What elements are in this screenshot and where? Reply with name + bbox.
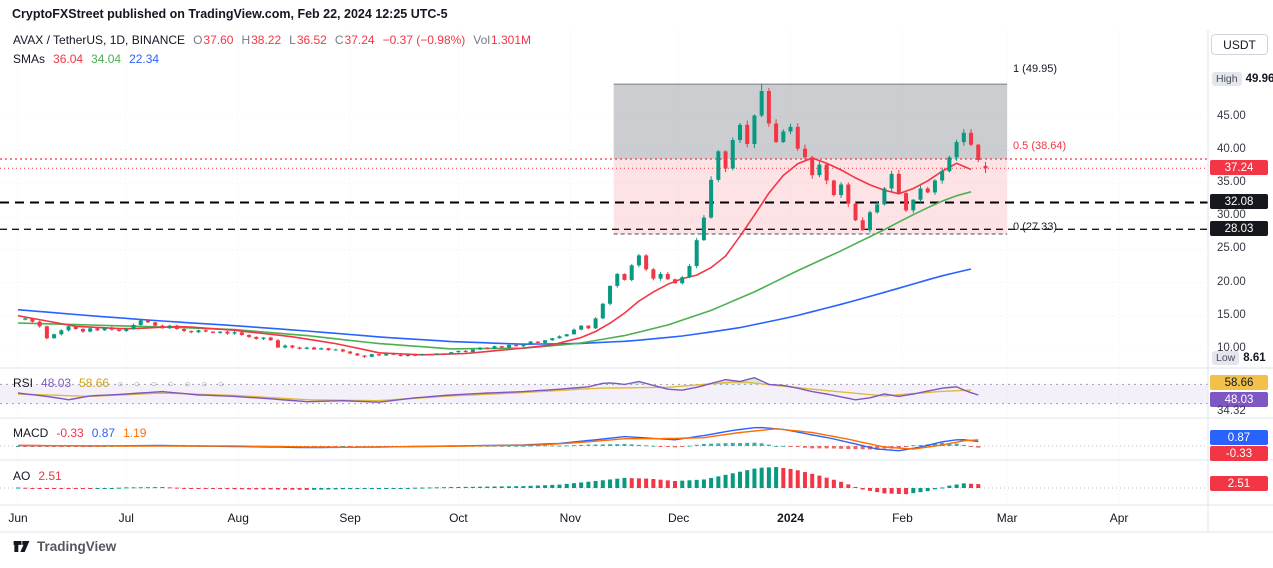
ohlc-open: O 37.60: [193, 33, 233, 47]
low-price-value: 8.61: [1243, 352, 1266, 364]
sma-fast-value: 36.04: [53, 52, 84, 66]
sma-mid-value: 34.04: [91, 52, 122, 66]
macd-legend[interactable]: MACD -0.33 0.87 1.19: [13, 426, 146, 440]
high-price-value: 49.96: [1245, 73, 1273, 85]
current-price-badge: 37.24: [1210, 160, 1268, 175]
close-label: C: [334, 33, 344, 47]
sma-legend[interactable]: SMAs 36.04 34.04 22.34: [13, 52, 159, 66]
rsi-value: 48.03: [41, 376, 72, 390]
macd-label: MACD: [13, 426, 49, 440]
time-axis-label: Dec: [667, 511, 690, 525]
price-tick-label: 45.00: [1217, 109, 1246, 122]
time-axis-label: Nov: [559, 511, 581, 525]
high-price-row: High 49.96: [1212, 72, 1273, 86]
open-label: O: [193, 33, 203, 47]
symbol-title[interactable]: AVAX / TetherUS, 1D, BINANCE: [13, 33, 186, 47]
ohlc-close: C 37.24: [335, 33, 375, 47]
high-value: 38.22: [251, 33, 282, 47]
ao-label: AO: [13, 469, 31, 483]
time-axis-label: Mar: [996, 511, 1018, 525]
support-level-badge: 28.03: [1210, 221, 1268, 236]
ao-value: 2.51: [38, 469, 62, 483]
low-label: L: [289, 33, 296, 47]
time-axis-label: Sep: [339, 511, 361, 525]
macd-hist-badge: -0.33: [1210, 446, 1268, 461]
volume-value: 1.301M: [490, 33, 532, 47]
macd-line-value: 0.87: [91, 426, 116, 440]
rsi-label: RSI: [13, 376, 34, 390]
rsi-ma-badge: 58.66: [1210, 375, 1268, 390]
time-axis-label: Oct: [449, 511, 468, 525]
fib-level-0-label[interactable]: 0 (27.33): [1013, 221, 1058, 233]
low-price-row: Low 8.61: [1212, 351, 1266, 365]
ao-legend[interactable]: AO 2.51: [13, 469, 62, 483]
time-axis[interactable]: Jun Jul Aug Sep Oct Nov Dec 2024 Feb Mar Apr: [0, 505, 1208, 532]
currency-button[interactable]: USDT: [1211, 34, 1268, 55]
sma-slow-value: 22.34: [129, 52, 160, 66]
ao-value-badge: 2.51: [1210, 476, 1268, 491]
price-tick-label: 35.00: [1217, 176, 1246, 189]
resistance-level-badge: 32.08: [1210, 194, 1268, 209]
price-tick-label: 10.00: [1217, 341, 1246, 354]
volume: Vol 1.301M: [473, 33, 531, 47]
time-axis-label: Jun: [8, 511, 28, 525]
high-label: H: [241, 33, 251, 47]
volume-label: Vol: [473, 33, 490, 47]
sma-label: SMAs: [13, 52, 46, 66]
time-axis-label: 2024: [777, 511, 804, 525]
symbol-legend[interactable]: AVAX / TetherUS, 1D, BINANCE O 37.60 H 38.…: [13, 33, 531, 47]
time-axis-label: Feb: [892, 511, 913, 525]
fib-level-05-label[interactable]: 0.5 (38.64): [1013, 140, 1067, 152]
rsi-legend-dots: ○ ○ ○ ○ ○ ○ ○: [117, 379, 229, 390]
ohlc-low: L 36.52: [289, 33, 327, 47]
time-axis-label: Jul: [118, 511, 134, 525]
tradingview-logo-text: TradingView: [37, 539, 117, 554]
tradingview-logo-icon: [13, 540, 30, 553]
low-chip: Low: [1212, 351, 1240, 365]
macd-value-badge: 0.87: [1210, 430, 1268, 445]
close-value: 37.24: [344, 33, 375, 47]
time-axis-label: Aug: [227, 511, 249, 525]
fib-level-1-label[interactable]: 1 (49.95): [1013, 63, 1058, 75]
rsi-value-badge: 48.03: [1210, 392, 1268, 407]
rsi-scale-label: 34.32: [1217, 405, 1246, 417]
low-value: 36.52: [296, 33, 327, 47]
rsi-legend[interactable]: RSI 48.03 58.66 ○ ○ ○ ○ ○ ○ ○: [13, 376, 228, 390]
time-axis-label: Apr: [1109, 511, 1129, 525]
high-chip: High: [1212, 72, 1242, 86]
publish-credit: CryptoFXStreet published on TradingView.…: [12, 7, 448, 21]
price-scale[interactable]: USDT High 49.96 45.00 40.00 35.00 30.00 25.0…: [1208, 0, 1273, 532]
price-tick-label: 15.00: [1217, 308, 1246, 321]
ohlc-high: H 38.22: [241, 33, 281, 47]
price-tick-label: 30.00: [1217, 209, 1246, 222]
rsi-ma-value: 58.66: [79, 376, 110, 390]
price-tick-label: 40.00: [1217, 143, 1246, 155]
tradingview-logo[interactable]: TradingView: [12, 537, 116, 556]
macd-signal-value: 1.19: [123, 426, 147, 440]
price-tick-label: 20.00: [1217, 275, 1246, 288]
open-value: 37.60: [203, 33, 234, 47]
change-value: −0.37 (−0.98%): [382, 33, 466, 47]
price-tick-label: 25.00: [1217, 242, 1246, 255]
macd-hist-value: -0.33: [56, 426, 84, 440]
